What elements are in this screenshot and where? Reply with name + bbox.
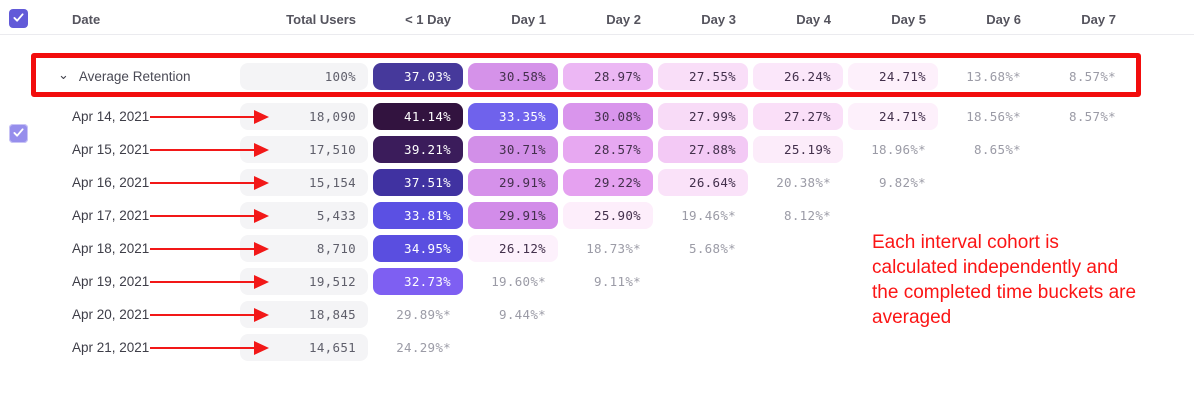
retention-cell[interactable]: 33.81% xyxy=(373,202,463,229)
retention-cell[interactable]: 9.11%* xyxy=(594,274,641,289)
table-header: Date Total Users < 1 Day Day 1 Day 2 Day… xyxy=(0,4,1194,34)
cohort-row[interactable]: Apr 16, 2021 15,154 37.51% 29.91% 29.22% 26.6… xyxy=(0,166,1194,199)
retention-cell[interactable]: 19.46%* xyxy=(681,208,736,223)
date-label: Apr 17, 2021 xyxy=(72,208,150,223)
average-retention-row[interactable]: ⌄ Average Retention 100% 37.03% 30.58% 28.97%… xyxy=(0,53,1194,143)
retention-cell[interactable]: 29.91% xyxy=(468,169,558,196)
total-users-cell: 100% xyxy=(240,62,368,90)
retention-cell[interactable]: 28.97% xyxy=(563,62,653,90)
chevron-down-icon[interactable]: ⌄ xyxy=(58,66,69,82)
retention-cell[interactable]: 30.08% xyxy=(563,103,653,130)
retention-cell[interactable]: 8.57%* xyxy=(1069,68,1116,84)
check-icon xyxy=(13,10,24,28)
average-row-label-cell: ⌄ Average Retention xyxy=(32,66,240,84)
total-users-cell: 8,710 xyxy=(240,235,368,262)
column-header-day7: Day 7 xyxy=(1081,11,1116,27)
retention-cell[interactable]: 18.96%* xyxy=(871,142,926,157)
column-header-date: Date xyxy=(72,11,101,27)
retention-cell[interactable]: 27.27% xyxy=(753,103,843,130)
column-header-day2: Day 2 xyxy=(606,11,641,27)
column-header-day5: Day 5 xyxy=(891,11,926,27)
average-row-label: Average Retention xyxy=(78,68,191,84)
retention-cell[interactable]: 8.12%* xyxy=(784,208,831,223)
retention-cell[interactable]: 26.24% xyxy=(753,62,843,90)
retention-cell[interactable]: 29.89%* xyxy=(396,307,451,322)
retention-cell[interactable]: 25.19% xyxy=(753,136,843,163)
annotation-note-line: calculated independently and xyxy=(872,257,1119,278)
retention-cell[interactable]: 29.22% xyxy=(563,169,653,196)
annotation-note: Each interval cohort is calculated indepe… xyxy=(872,230,1184,330)
column-header-day3: Day 3 xyxy=(701,11,736,27)
annotation-note-line: Each interval cohort is xyxy=(872,232,1059,253)
retention-cell[interactable]: 18.73%* xyxy=(586,241,641,256)
retention-cell[interactable]: 37.51% xyxy=(373,169,463,196)
header-divider xyxy=(0,34,1194,35)
retention-cell[interactable]: 20.38%* xyxy=(776,175,831,190)
cohort-row[interactable]: Apr 17, 2021 5,433 33.81% 29.91% 25.90% 19.46… xyxy=(0,199,1194,232)
total-users-cell: 5,433 xyxy=(240,202,368,229)
retention-cell[interactable]: 33.35% xyxy=(468,103,558,130)
retention-cell[interactable]: 26.64% xyxy=(658,169,748,196)
retention-cell[interactable]: 30.71% xyxy=(468,136,558,163)
retention-cell[interactable]: 24.29%* xyxy=(396,340,451,355)
retention-cell[interactable]: 27.99% xyxy=(658,103,748,130)
cohort-row[interactable]: Apr 18, 2021 8,710 34.95% 26.12% 18.73%* 5.68… xyxy=(0,232,1194,265)
date-label: Apr 18, 2021 xyxy=(72,241,150,256)
total-users-cell: 14,651 xyxy=(240,334,368,361)
retention-cell[interactable]: 19.60%* xyxy=(491,274,546,289)
retention-cell[interactable]: 28.57% xyxy=(563,136,653,163)
total-users-cell: 19,512 xyxy=(240,268,368,295)
annotation-note-line: averaged xyxy=(872,307,952,328)
column-header-total-users: Total Users xyxy=(286,11,356,27)
date-label: Apr 20, 2021 xyxy=(72,307,150,322)
date-label: Apr 15, 2021 xyxy=(72,142,150,157)
retention-cell[interactable]: 29.91% xyxy=(468,202,558,229)
cohort-row[interactable]: Apr 14, 2021 18,090 41.14% 33.35% 30.08% 27.9… xyxy=(0,100,1194,133)
retention-cell[interactable]: 13.68%* xyxy=(966,68,1021,84)
retention-cell[interactable]: 8.65%* xyxy=(974,142,1021,157)
total-users-cell: 17,510 xyxy=(240,136,368,163)
column-header-day6: Day 6 xyxy=(986,11,1021,27)
retention-cell[interactable]: 39.21% xyxy=(373,136,463,163)
retention-cell[interactable]: 9.44%* xyxy=(499,307,546,322)
total-users-cell: 18,090 xyxy=(240,103,368,130)
retention-cell[interactable]: 18.56%* xyxy=(966,109,1021,124)
retention-cell[interactable]: 9.82%* xyxy=(879,175,926,190)
cohort-row[interactable]: Apr 19, 2021 19,512 32.73% 19.60%* 9.11%* xyxy=(0,265,1194,298)
date-label: Apr 21, 2021 xyxy=(72,340,150,355)
date-label: Apr 16, 2021 xyxy=(72,175,150,190)
column-header-day1: Day 1 xyxy=(511,11,546,27)
retention-cell[interactable]: 27.55% xyxy=(658,62,748,90)
total-users-cell: 18,845 xyxy=(240,301,368,328)
annotation-note-line: the completed time buckets are xyxy=(872,282,1137,303)
retention-cell[interactable]: 25.90% xyxy=(563,202,653,229)
retention-cell[interactable]: 24.71% xyxy=(848,103,938,130)
retention-cell[interactable]: 8.57%* xyxy=(1069,109,1116,124)
date-label: Apr 19, 2021 xyxy=(72,274,150,289)
retention-cell[interactable]: 34.95% xyxy=(373,235,463,262)
cohort-row[interactable]: Apr 21, 2021 14,651 24.29%* xyxy=(0,331,1194,364)
select-all-checkbox[interactable] xyxy=(9,9,28,28)
check-icon xyxy=(13,125,24,143)
total-users-cell: 15,154 xyxy=(240,169,368,196)
cohort-row[interactable]: Apr 15, 2021 17,510 39.21% 30.71% 28.57% 27.8… xyxy=(0,133,1194,166)
retention-cell[interactable]: 37.03% xyxy=(373,62,463,90)
cohort-rows: Apr 14, 2021 18,090 41.14% 33.35% 30.08% 27.9… xyxy=(0,100,1194,364)
retention-cell[interactable]: 30.58% xyxy=(468,62,558,90)
retention-cell[interactable]: 5.68%* xyxy=(689,241,736,256)
retention-cell[interactable]: 41.14% xyxy=(373,103,463,130)
date-label: Apr 14, 2021 xyxy=(72,109,150,124)
retention-cell[interactable]: 32.73% xyxy=(373,268,463,295)
retention-cell[interactable]: 24.71% xyxy=(848,62,938,90)
column-header-day4: Day 4 xyxy=(796,11,831,27)
retention-cell[interactable]: 27.88% xyxy=(658,136,748,163)
average-row-checkbox[interactable] xyxy=(9,124,28,143)
column-header-lt1day: < 1 Day xyxy=(405,11,451,27)
retention-cell[interactable]: 26.12% xyxy=(468,235,558,262)
